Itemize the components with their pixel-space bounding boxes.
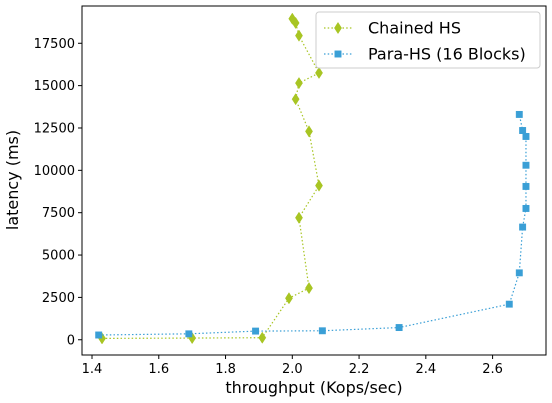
data-point: [291, 93, 300, 106]
data-point: [515, 110, 523, 118]
data-point: [515, 269, 523, 277]
x-tick-label: 2.2: [349, 362, 370, 377]
y-tick-label: 0: [67, 333, 75, 348]
data-point: [318, 327, 326, 335]
data-point: [295, 211, 303, 224]
y-axis-title: latency (ms): [3, 130, 22, 230]
series-2: [95, 110, 530, 339]
y-tick-label: 15000: [34, 79, 75, 94]
data-point: [519, 223, 527, 231]
data-point: [185, 330, 193, 338]
data-point: [522, 182, 530, 190]
y-ticks: 0 2500 5000 7500 10000 12500 15000 17500: [34, 37, 82, 348]
data-point: [522, 161, 530, 169]
axes-frame: [81, 5, 547, 356]
data-point: [258, 331, 267, 344]
y-tick-label: 5000: [42, 249, 75, 264]
data-point: [295, 29, 303, 42]
legend-item: Chained HS: [324, 19, 461, 38]
data-point: [252, 327, 260, 335]
x-axis-title: throughput (Kops/sec): [225, 378, 402, 397]
legend-marker: [334, 21, 342, 35]
series-line: [102, 18, 320, 339]
x-ticks: 1.4 1.6 1.8 2.0 2.2 2.4 2.6: [82, 355, 503, 377]
legend-box: [315, 11, 541, 69]
data-point: [305, 125, 313, 138]
data-point: [522, 133, 530, 140]
data-point: [395, 324, 403, 332]
data-point: [315, 179, 323, 192]
x-tick-label: 1.6: [148, 362, 169, 377]
x-tick-label: 2.0: [282, 362, 303, 377]
data-point: [295, 77, 303, 90]
series-layer: [95, 12, 530, 345]
data-point: [519, 127, 527, 134]
y-tick-label: 7500: [42, 206, 75, 221]
y-tick-label: 17500: [34, 37, 75, 52]
x-tick-label: 1.8: [215, 362, 236, 377]
x-tick-label: 2.4: [415, 362, 436, 377]
y-tick-label: 12500: [34, 121, 75, 136]
x-tick-label: 1.4: [82, 362, 103, 377]
data-point: [505, 300, 513, 308]
data-point: [522, 205, 530, 212]
series-line: [98, 114, 527, 336]
legend: Chained HS Para-HS (16 Blocks): [315, 11, 541, 69]
data-point: [305, 282, 313, 295]
legend-label: Chained HS: [368, 19, 461, 38]
data-point: [315, 66, 323, 79]
data-point: [288, 12, 297, 25]
y-tick-label: 10000: [34, 164, 75, 179]
x-tick-label: 2.6: [482, 362, 503, 377]
legend-label: Para-HS (16 Blocks): [368, 45, 526, 64]
series-1: [98, 12, 323, 345]
legend-marker: [334, 50, 342, 58]
data-point: [95, 331, 103, 339]
legend-item: Para-HS (16 Blocks): [324, 45, 526, 64]
data-point: [285, 292, 293, 305]
y-tick-label: 2500: [42, 291, 75, 306]
